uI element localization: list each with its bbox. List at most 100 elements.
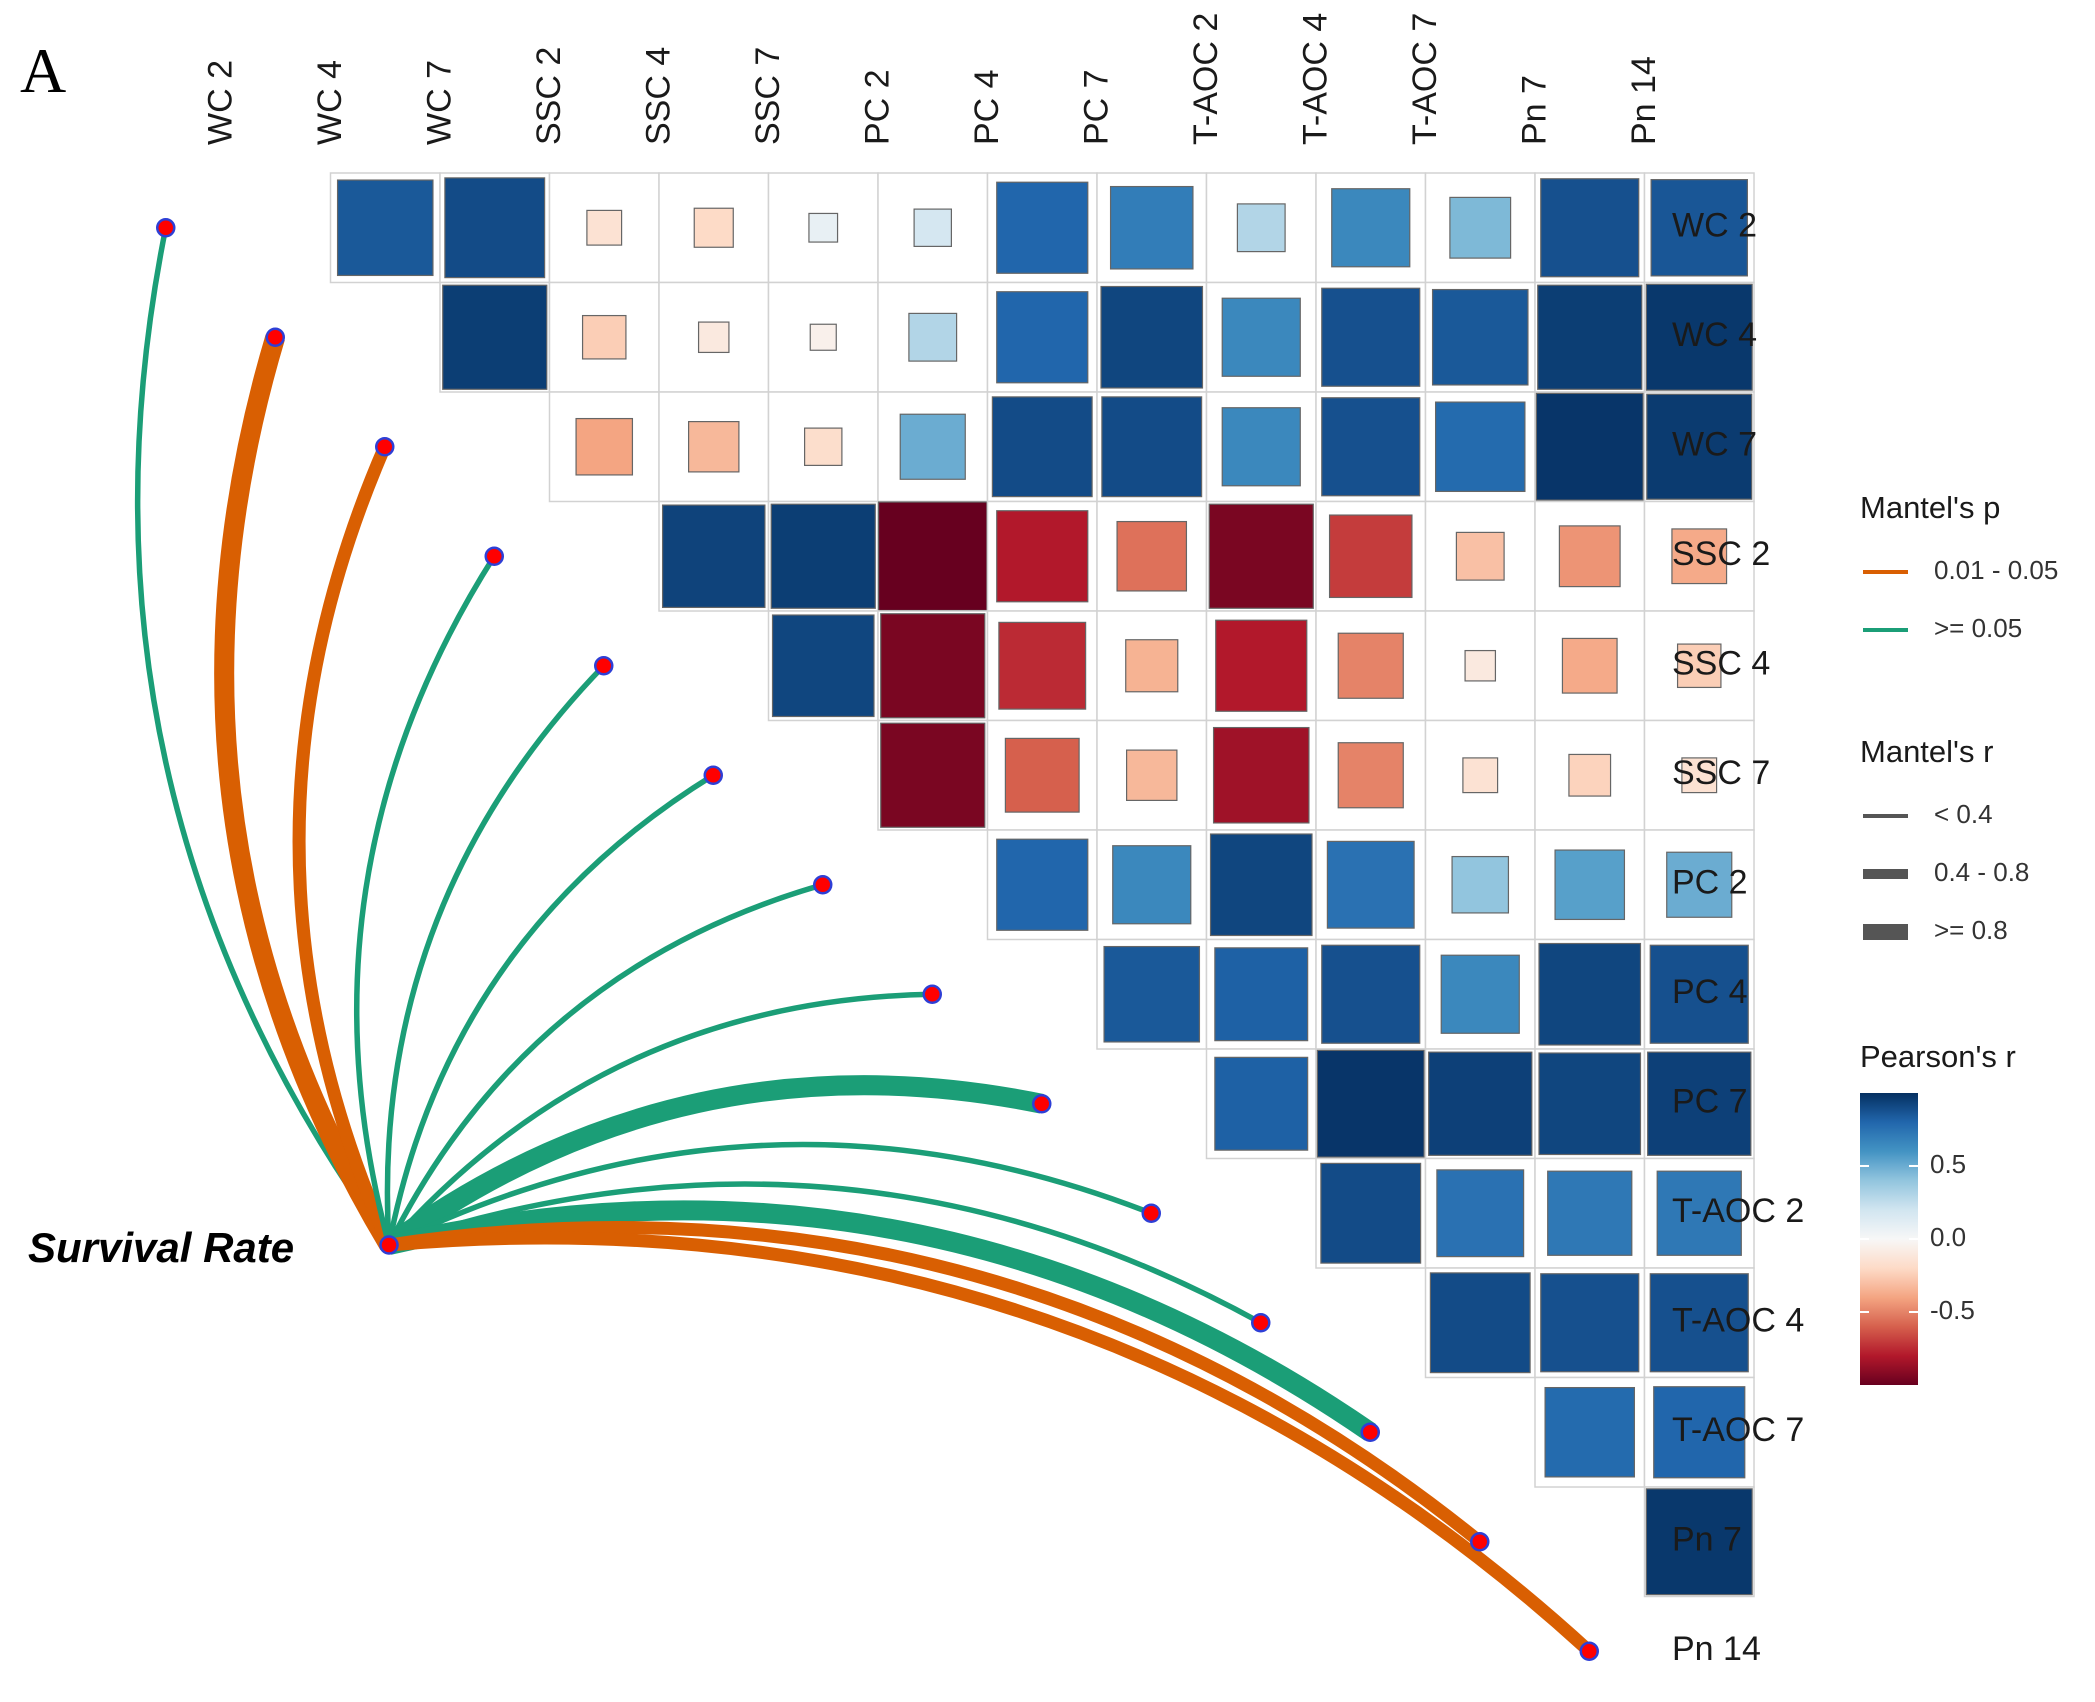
column-label: SSC 7: [749, 47, 787, 145]
mantel-edge-pn7: [388, 1221, 1484, 1547]
heatmap-cell-ssc4-pc2: [880, 613, 986, 719]
heatmap-cell-wc2-pn7: [1540, 178, 1640, 278]
column-label: T-AOC 2: [1187, 13, 1225, 145]
heatmap-cell-ssc7-t-aoc2: [1212, 726, 1310, 824]
heatmap-cell-t-aoc2-t-aoc4: [1320, 1162, 1422, 1264]
heatmap-cell-wc2-t-aoc4: [1331, 188, 1411, 268]
target-node-wc4: [265, 327, 285, 347]
heatmap-cell-wc7-ssc7: [804, 427, 843, 466]
heatmap-cell-ssc2-ssc4: [661, 504, 766, 609]
legend-pearson-colorbar: [1860, 1093, 1918, 1385]
heatmap-cell-wc2-pc4: [996, 181, 1089, 274]
heatmap-cell-pc7-pn7: [1538, 1052, 1642, 1156]
row-label: WC 7: [1672, 426, 1757, 464]
heatmap-cell-pc2-pn7: [1554, 849, 1626, 921]
column-label: Pn 14: [1625, 56, 1663, 145]
heatmap-cell-pc4-pc7: [1103, 945, 1201, 1043]
heatmap-cell-pc4-t-aoc7: [1440, 954, 1520, 1034]
target-node-wc2: [156, 218, 176, 238]
mantel-edge-pc2: [386, 882, 824, 1247]
heatmap-cell-pc2-t-aoc2: [1209, 833, 1313, 937]
mantel-edge-pn14: [388, 1231, 1594, 1657]
heatmap-cell-ssc7-pc4: [1004, 737, 1080, 813]
legend-mantel-r-label: < 0.4: [1934, 799, 1993, 829]
heatmap-cell-wc4-pc2: [908, 312, 958, 362]
heatmap-cell-wc2-ssc4: [693, 207, 734, 248]
heatmap-cell-wc7-ssc2: [575, 417, 634, 476]
mantel-edges: [134, 218, 1599, 1661]
mantel-edge-ssc4: [384, 663, 606, 1246]
column-label: T-AOC 7: [1406, 13, 1444, 145]
heatmap-cell-ssc7-t-aoc4: [1337, 742, 1404, 809]
source-node: [379, 1235, 399, 1255]
heatmap-cell-ssc4-pn14: [1676, 643, 1722, 689]
mantel-edge-wc2: [134, 227, 392, 1247]
heatmap-cell-wc2-pc7: [1109, 185, 1194, 270]
heatmap-cell-wc7-pc4: [991, 396, 1093, 498]
row-label: Pn 14: [1672, 1630, 1761, 1668]
heatmap-cell-t-aoc2-pn7: [1547, 1170, 1633, 1256]
mantel-edge-t-aoc4: [388, 1181, 1263, 1326]
heatmap-cell-ssc2-pn7: [1558, 525, 1621, 588]
heatmap-cell-wc4-pn7: [1537, 284, 1643, 390]
heatmap-cell-wc7-pc2: [899, 413, 966, 480]
target-node-pc4: [922, 984, 942, 1004]
row-label: T-AOC 2: [1672, 1192, 1804, 1230]
heatmap-cell-ssc4-pc7: [1125, 639, 1179, 693]
target-node-t-aoc2: [1141, 1203, 1161, 1223]
heatmap-cell-t-aoc4-t-aoc7: [1429, 1272, 1531, 1374]
column-label: PC 7: [1078, 69, 1116, 145]
heatmap-cell-wc2-t-aoc2: [1236, 203, 1286, 253]
heatmap-cell-ssc2-pc2: [877, 501, 988, 612]
column-label: WC 2: [202, 60, 240, 145]
heatmap-cell-ssc7-pn7: [1568, 753, 1612, 797]
heatmap-cell-ssc2-ssc7: [770, 503, 876, 609]
heatmap-cell-wc4-pc4: [996, 291, 1089, 384]
heatmap-cell-ssc2-pc4: [996, 510, 1089, 603]
column-label: SSC 4: [640, 47, 678, 145]
heatmap-cell-ssc4-t-aoc4: [1337, 632, 1404, 699]
heatmap-cell-pc7-t-aoc7: [1428, 1051, 1533, 1156]
column-label: PC 2: [859, 69, 897, 145]
mantel-edge-wc4: [214, 334, 398, 1251]
heatmap-cell-pc2-pc7: [1112, 845, 1192, 925]
target-node-ssc2: [484, 546, 504, 566]
mantel-edge-t-aoc2: [387, 1141, 1153, 1248]
heatmap-cell-pc2-pc4: [996, 838, 1089, 931]
heatmap-cell-ssc2-t-aoc2: [1208, 503, 1314, 609]
heatmap-cell-ssc2-pn14: [1671, 528, 1728, 585]
mantel-edge-ssc7: [386, 772, 715, 1246]
row-label: PC 4: [1672, 973, 1748, 1011]
heatmap-cell-pc7-t-aoc2: [1214, 1056, 1309, 1151]
target-node-t-aoc7: [1360, 1422, 1380, 1442]
heatmap-cell-wc4-pc7: [1100, 285, 1204, 389]
heatmap-cell-pn7-pn14: [1645, 1488, 1753, 1596]
heatmap-cell-wc2-t-aoc7: [1449, 196, 1512, 259]
heatmap-cell-ssc4-t-aoc2: [1215, 619, 1308, 712]
legend-mantel-p-label: >= 0.05: [1934, 613, 2022, 643]
target-node-pn7: [1470, 1532, 1490, 1552]
column-label: T-AOC 4: [1297, 13, 1335, 145]
heatmap-cell-ssc2-t-aoc4: [1328, 514, 1413, 599]
mantel-edge-pc4: [386, 991, 933, 1247]
heatmap-cell-wc2-wc4: [336, 179, 434, 277]
heatmap-cell-pc4-pn14: [1649, 944, 1749, 1044]
heatmap-cell-wc2-ssc2: [586, 209, 623, 246]
heatmap-cell-t-aoc4-pn7: [1540, 1273, 1640, 1373]
legend-mantel-r-label: 0.4 - 0.8: [1934, 857, 2029, 887]
heatmap-cell-ssc2-t-aoc7: [1455, 531, 1505, 581]
heatmap-cell-pc7-t-aoc4: [1316, 1049, 1425, 1158]
mantel-edge-t-aoc7: [386, 1200, 1376, 1441]
heatmap-cell-ssc7-pc2: [880, 722, 986, 828]
heatmap-cell-wc2-ssc7: [808, 212, 839, 243]
row-label: PC 2: [1672, 864, 1748, 902]
heatmap-cell-t-aoc7-pn14: [1653, 1386, 1746, 1479]
target-node-ssc7: [703, 765, 723, 785]
heatmap-cell-pc4-t-aoc2: [1214, 947, 1309, 1042]
target-node-pc7: [1032, 1094, 1052, 1114]
heatmap-cell-ssc4-ssc7: [771, 614, 875, 718]
heatmap-cell-ssc4-t-aoc7: [1464, 649, 1497, 682]
panel-label: A: [20, 35, 66, 106]
heatmap-cell-ssc4-pc4: [998, 621, 1087, 710]
